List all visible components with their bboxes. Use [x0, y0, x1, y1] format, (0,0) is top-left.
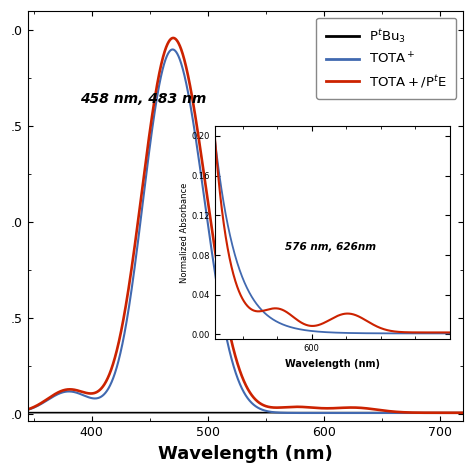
Text: 458 nm, 483 nm: 458 nm, 483 nm [80, 92, 207, 106]
Legend: $\mathrm{P}^t\mathrm{Bu}_3$, $\mathrm{TOTA}^+$, $\mathrm{TOTA+/P}^t\mathrm{E}$: $\mathrm{P}^t\mathrm{Bu}_3$, $\mathrm{TO… [316, 18, 456, 99]
X-axis label: Wavelength (nm): Wavelength (nm) [158, 445, 333, 463]
